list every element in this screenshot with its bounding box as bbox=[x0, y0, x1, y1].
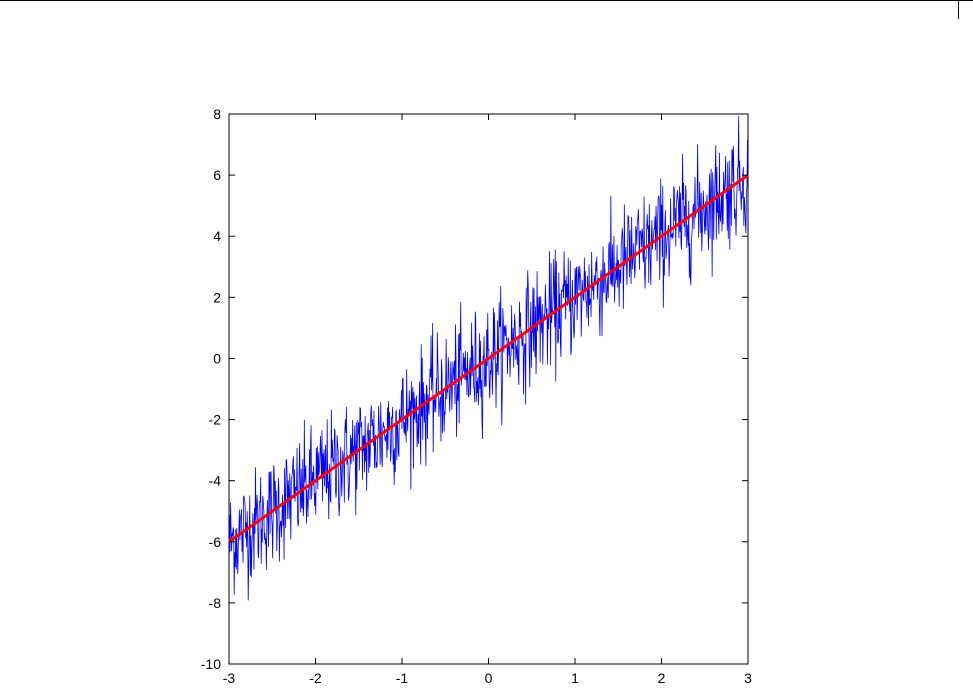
x-tick-label: -3 bbox=[223, 670, 236, 686]
noise-series-line bbox=[228, 116, 749, 601]
x-tick-label: -1 bbox=[396, 670, 409, 686]
plot-background bbox=[228, 113, 749, 665]
x-tick-label: 3 bbox=[744, 670, 752, 686]
y-tick-label: 8 bbox=[213, 106, 221, 122]
y-tick-label: -8 bbox=[209, 595, 222, 611]
y-tick-label: 2 bbox=[213, 289, 221, 305]
y-tick-label: 4 bbox=[213, 228, 221, 244]
y-tick-label: -4 bbox=[209, 473, 222, 489]
y-tick-label: 0 bbox=[213, 350, 221, 366]
y-tick-label: -6 bbox=[209, 534, 222, 550]
noise-series bbox=[228, 116, 749, 601]
x-tick-label: 2 bbox=[658, 670, 666, 686]
window-corner-mark bbox=[958, 0, 959, 19]
x-tick-label: -2 bbox=[309, 670, 322, 686]
x-tick-label: 1 bbox=[571, 670, 579, 686]
fit-line bbox=[228, 173, 749, 544]
fit-series bbox=[228, 173, 749, 544]
y-tick-label: 6 bbox=[213, 167, 221, 183]
y-tick-label: -10 bbox=[201, 656, 221, 672]
axis-ticks bbox=[228, 113, 749, 665]
y-tick-label: -2 bbox=[209, 412, 222, 428]
window-top-border bbox=[0, 0, 973, 1]
x-tick-label: 0 bbox=[485, 670, 493, 686]
